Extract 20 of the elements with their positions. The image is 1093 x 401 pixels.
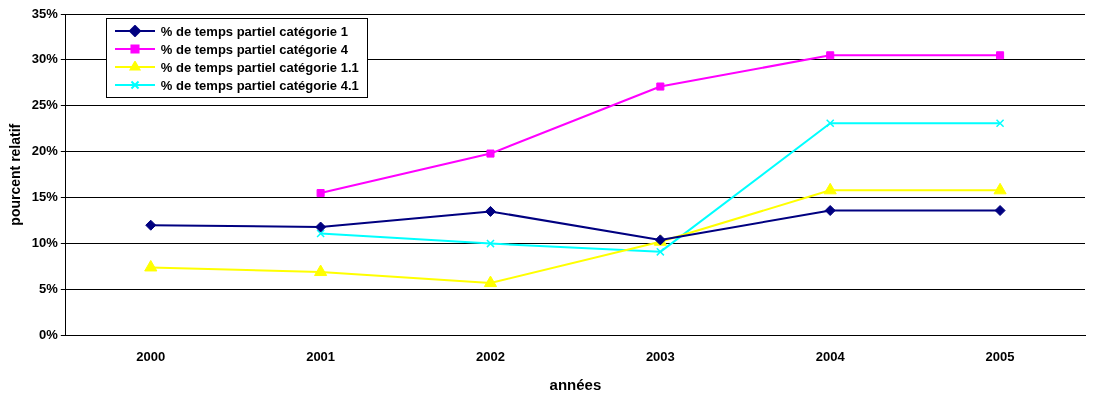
x-tick-label: 2000 (136, 348, 166, 364)
legend-label: % de temps partiel catégorie 1 (160, 23, 348, 39)
y-tick-label: 30% (31, 51, 59, 67)
x-tick-label: 2001 (306, 348, 336, 364)
y-tick-label: 10% (31, 235, 59, 251)
y-tick-label: 35% (31, 5, 59, 21)
x-tick-label: 2002 (476, 348, 505, 364)
x-tick-label: 2005 (985, 348, 1015, 364)
y-axis-title: pourcent relatif (7, 123, 24, 226)
y-tick-label: 20% (31, 143, 59, 159)
y-tick-label: 0% (39, 326, 59, 342)
legend-label: % de temps partiel catégorie 4.1 (160, 77, 359, 93)
y-tick-label: 15% (31, 189, 59, 205)
legend-label: % de temps partiel catégorie 1.1 (160, 59, 359, 75)
x-axis-title: années (549, 376, 602, 394)
x-tick-label: 2003 (645, 348, 675, 364)
y-tick-label: 5% (39, 281, 59, 297)
x-tick-label: 2004 (815, 348, 846, 364)
legend-label: % de temps partiel catégorie 4 (160, 41, 348, 57)
y-tick-label: 25% (31, 97, 59, 113)
